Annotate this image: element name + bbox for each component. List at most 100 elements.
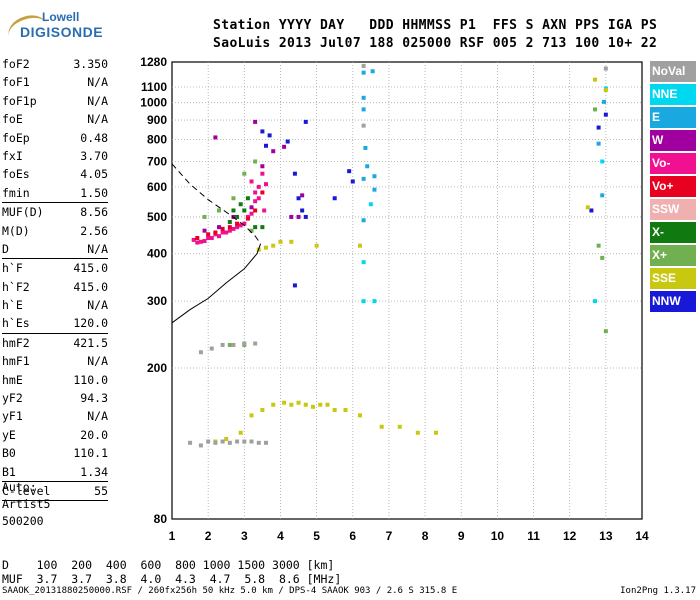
data-point	[300, 208, 305, 213]
data-point	[372, 187, 377, 192]
auto-label: Auto:	[2, 480, 37, 494]
x-tick-label: 3	[241, 529, 248, 543]
param-name: B1	[2, 464, 16, 479]
param-name: foF1	[2, 75, 30, 90]
data-point	[603, 329, 608, 334]
data-point	[198, 443, 203, 448]
data-point	[603, 88, 608, 93]
param-name: foF1p	[2, 93, 37, 108]
param-value: N/A	[87, 75, 108, 90]
data-point	[191, 237, 196, 242]
param-name: MUF(D)	[2, 205, 44, 220]
data-point	[289, 239, 294, 244]
data-point	[242, 341, 247, 346]
auto-artist: Artist5	[2, 497, 51, 511]
data-point	[206, 232, 211, 237]
param-value: N/A	[87, 409, 108, 424]
param-value: 415.0	[73, 261, 108, 276]
data-point	[253, 190, 258, 195]
param-row: fmin 1.50	[2, 184, 108, 202]
param-row: h`Es 120.0	[2, 314, 108, 332]
data-point	[227, 225, 232, 230]
legend-item: SSE	[650, 268, 696, 289]
data-point	[271, 243, 276, 248]
param-separator	[2, 480, 108, 482]
data-point	[596, 141, 601, 146]
dmuf-line1: D 100 200 400 600 800 1000 1500 3000 [km…	[2, 558, 335, 572]
param-row: B1 1.34	[2, 463, 108, 481]
data-point	[256, 196, 261, 201]
profile-trace-dashed	[171, 163, 262, 244]
data-point	[264, 182, 268, 187]
param-value: 421.5	[73, 335, 108, 350]
data-point	[361, 95, 366, 100]
data-point	[227, 342, 232, 347]
data-point	[300, 193, 305, 198]
data-point	[372, 174, 377, 179]
data-point	[361, 299, 366, 304]
param-name: C-level	[2, 483, 51, 498]
legend-item: Vo+	[650, 176, 696, 197]
data-point	[202, 214, 207, 219]
data-point	[253, 199, 258, 204]
data-point	[600, 255, 605, 260]
param-row: foEp 0.48	[2, 129, 108, 147]
data-point	[235, 439, 240, 444]
data-point	[206, 236, 211, 241]
param-value: 8.56	[80, 205, 108, 220]
param-value: 110.1	[73, 446, 108, 461]
data-point	[361, 218, 366, 223]
param-name: h`Es	[2, 316, 30, 331]
param-value: 415.0	[73, 279, 108, 294]
y-tick-label: 600	[147, 180, 167, 194]
data-point	[198, 239, 203, 244]
y-tick-label: 1280	[140, 55, 167, 69]
y-tick-label: 200	[147, 361, 167, 375]
data-point	[325, 402, 330, 407]
data-point	[260, 225, 265, 230]
data-point	[238, 223, 243, 228]
data-point	[188, 440, 193, 445]
data-point	[256, 440, 261, 445]
data-point	[209, 346, 214, 351]
data-point	[198, 350, 203, 355]
y-tick-label: 800	[147, 132, 167, 146]
data-point	[285, 139, 290, 144]
data-point	[238, 430, 243, 435]
param-row: MUF(D) 8.56	[2, 203, 108, 221]
data-point	[600, 159, 605, 164]
data-point	[249, 228, 254, 233]
param-row: C-level 55	[2, 482, 108, 500]
param-name: foE	[2, 112, 23, 127]
autoscaling-info: Auto: Artist5 500200	[2, 479, 50, 530]
param-value: 120.0	[73, 316, 108, 331]
data-point	[220, 230, 225, 235]
param-separator	[2, 258, 108, 260]
x-tick-label: 4	[277, 529, 284, 543]
data-point	[289, 214, 294, 219]
data-point	[358, 243, 362, 248]
distance-muf-table: D 100 200 400 600 800 1000 1500 3000 [km…	[2, 558, 341, 586]
data-point	[217, 225, 221, 230]
data-point	[245, 216, 250, 221]
logo-line1: Lowell	[42, 10, 80, 24]
param-value: 4.05	[80, 167, 108, 182]
y-tick-label: 1000	[140, 96, 167, 110]
param-row: h`F2 415.0	[2, 278, 108, 296]
data-point	[253, 159, 258, 164]
footer: SAAOK_20131880250000.RSF / 260fx256h 50 …	[2, 586, 696, 596]
param-name: M(D)	[2, 223, 30, 238]
param-row: B0 110.1	[2, 444, 108, 462]
data-point	[253, 225, 258, 230]
param-value: N/A	[87, 93, 108, 108]
param-row: foEs 4.05	[2, 165, 108, 183]
data-point	[224, 436, 229, 441]
data-point	[602, 99, 607, 104]
profile-trace-solid	[171, 243, 262, 324]
data-point	[249, 211, 254, 216]
data-point	[217, 234, 221, 239]
param-row: yF1 N/A	[2, 407, 108, 425]
param-name: yF1	[2, 409, 23, 424]
legend-item: X+	[650, 245, 696, 266]
data-point	[220, 439, 225, 444]
